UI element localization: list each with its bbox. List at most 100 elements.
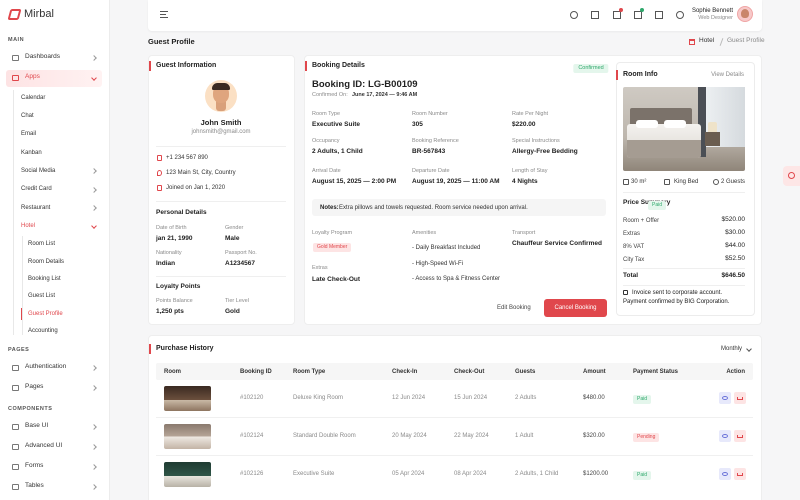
download-icon (737, 435, 743, 438)
menu-item[interactable]: Base UI (25, 422, 49, 430)
feature-icon (623, 179, 629, 185)
cell-text: #102126 (240, 470, 264, 477)
submenu-item[interactable]: Social Media (21, 167, 56, 174)
submenu-item[interactable]: Guest Profile (28, 310, 63, 317)
column-header: Room Type (293, 368, 326, 375)
cell-text: 22 May 2024 (454, 432, 489, 439)
submenu-item[interactable]: Chat (21, 113, 34, 119)
contact-icon (157, 170, 162, 176)
topbar-icon[interactable] (570, 11, 578, 19)
submenu-item[interactable]: Guest List (28, 293, 56, 300)
total-value: $646.50 (721, 272, 746, 280)
card-title: Purchase History (156, 345, 214, 353)
field-label: Transport (512, 229, 536, 236)
price-label: 8% VAT (623, 243, 645, 250)
notes-text: Extra pillows and towels requested. Room… (339, 204, 528, 211)
room-blanket (627, 140, 701, 158)
cell-text: 05 Apr 2024 (392, 470, 425, 477)
topbar-icon[interactable] (634, 11, 642, 19)
cell-text: 08 Apr 2024 (454, 470, 487, 477)
menu-item[interactable]: Tables (25, 482, 44, 490)
view-icon (722, 396, 728, 400)
submenu-item[interactable]: Hotel (21, 222, 36, 229)
field-label: Rate Per Night (512, 110, 549, 117)
price-value: $520.00 (721, 216, 746, 224)
menu-item[interactable]: Dashboards (25, 53, 61, 61)
card-title: Room Info (623, 71, 658, 79)
menu-item[interactable]: Apps (25, 73, 40, 81)
period-select[interactable]: Monthly (720, 345, 742, 352)
topbar (148, 0, 762, 31)
menu-toggle-line[interactable] (160, 14, 166, 15)
menu-item[interactable]: Authentication (25, 363, 67, 371)
field-value: 305 (412, 121, 423, 129)
field-value: BR-567843 (412, 148, 446, 156)
menu-toggle-line[interactable] (160, 17, 168, 18)
submenu-item[interactable]: Kanban (21, 149, 42, 156)
field-label: Length of Stay (512, 167, 548, 174)
room-thumbnail (164, 462, 211, 487)
submenu-item[interactable]: Calendar (21, 94, 46, 101)
page-title: Guest Profile (148, 36, 195, 46)
submenu-item[interactable]: Room List (28, 241, 56, 248)
field-value: August 19, 2025 — 11:00 AM (412, 178, 500, 186)
topbar-icon[interactable] (655, 11, 663, 19)
field-value: 2 Adults, 1 Child (312, 148, 363, 156)
view-icon (722, 434, 728, 438)
guest-avatar-neck (216, 99, 226, 111)
breadcrumb-item[interactable]: Hotel (699, 37, 715, 45)
contact-text: +1 234 567 890 (166, 154, 208, 161)
notes-label: Notes: (320, 204, 339, 211)
room-pillow (636, 120, 658, 128)
column-header: Check-In (392, 368, 418, 375)
edit-booking-button[interactable]: Edit Booking (497, 304, 531, 311)
submenu-item[interactable]: Restaurant (21, 204, 51, 211)
notes-box (312, 199, 606, 216)
menu-toggle-line[interactable] (160, 11, 168, 12)
cell-text: 12 Jun 2024 (392, 394, 426, 401)
cancel-booking-button[interactable] (544, 299, 607, 317)
divider (623, 285, 745, 286)
view-details-link[interactable]: View Details (711, 71, 744, 78)
section-title: COMPONENTS (8, 405, 53, 412)
menu-icon (12, 443, 19, 450)
field-label: Points Balance (156, 297, 193, 304)
submenu-item[interactable]: Booking List (28, 275, 61, 282)
cell-text: 15 Jun 2024 (454, 394, 488, 401)
submenu-item[interactable]: Email (21, 131, 37, 138)
room-feature: King Bed (674, 178, 699, 185)
download-button[interactable] (734, 392, 746, 404)
breadcrumb-item: Guest Profile (727, 37, 765, 45)
menu-icon (12, 483, 19, 490)
payment-status-badge: Paid (633, 471, 652, 481)
field-label: Arrival Date (312, 167, 341, 174)
field-label: Booking Reference (412, 137, 459, 144)
cell-text: 1 Adult (515, 432, 534, 439)
section-heading: Personal Details (156, 209, 207, 217)
feature-icon (713, 179, 719, 185)
view-icon (722, 472, 728, 476)
divider (156, 146, 286, 147)
field-value: 4 Nights (512, 178, 538, 186)
topbar-icon[interactable] (676, 11, 684, 19)
field-label: Amenities (412, 229, 437, 236)
menu-item[interactable]: Pages (25, 383, 44, 391)
field-label: Special Instructions (512, 137, 560, 144)
field-value: Late Check-Out (312, 276, 361, 284)
topbar-icon[interactable] (591, 11, 599, 19)
cell-text: $320.00 (583, 432, 605, 439)
column-header: Check-Out (454, 368, 485, 375)
download-button[interactable] (734, 468, 746, 480)
download-button[interactable] (734, 430, 746, 442)
submenu-item[interactable]: Accounting (28, 328, 58, 335)
feature-icon (664, 179, 670, 185)
submenu-item[interactable]: Credit Card (21, 186, 52, 193)
menu-item[interactable]: Forms (25, 462, 44, 470)
menu-item[interactable]: Advanced UI (25, 442, 63, 450)
contact-icon (157, 155, 162, 161)
status-badge: Confirmed (573, 63, 609, 74)
submenu-item[interactable]: Room Details (28, 258, 65, 265)
field-value: Indian (156, 260, 176, 268)
topbar-icon[interactable] (613, 11, 621, 19)
